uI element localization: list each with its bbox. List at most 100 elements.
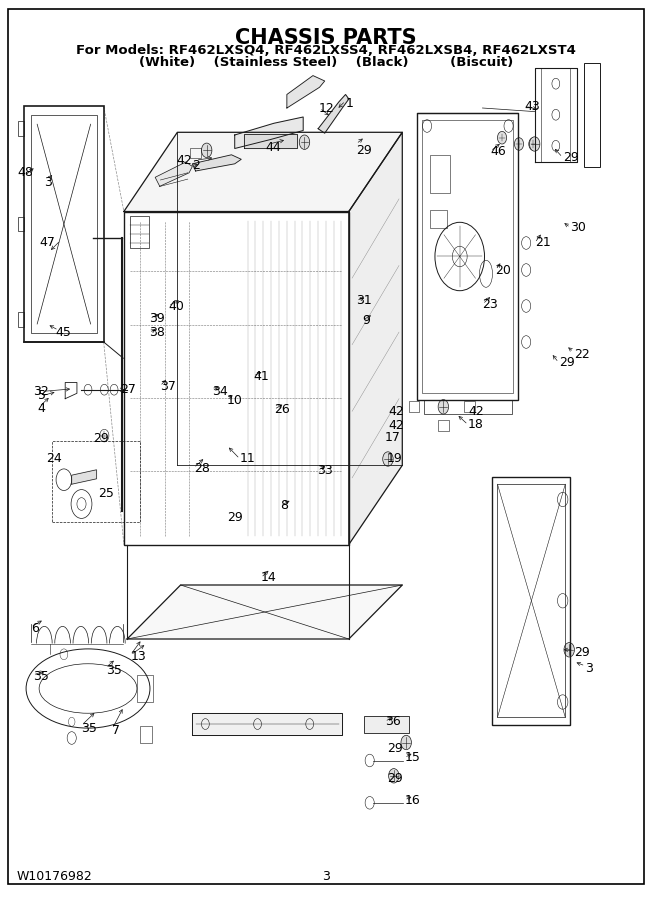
Bar bbox=[364, 716, 409, 733]
Bar bbox=[492, 477, 570, 724]
Text: 22: 22 bbox=[574, 348, 589, 361]
Text: W10176982: W10176982 bbox=[16, 870, 92, 883]
Text: 42: 42 bbox=[177, 154, 192, 166]
Text: 19: 19 bbox=[387, 453, 402, 465]
Circle shape bbox=[300, 136, 309, 149]
Text: (White)    (Stainless Steel)    (Black)         (Biscuit): (White) (Stainless Steel) (Black) (Biscu… bbox=[139, 56, 513, 68]
Bar bbox=[422, 120, 513, 393]
Text: 20: 20 bbox=[496, 264, 511, 276]
Text: 18: 18 bbox=[468, 418, 484, 431]
Text: 6: 6 bbox=[31, 622, 38, 634]
Text: 38: 38 bbox=[149, 327, 165, 339]
Text: 5: 5 bbox=[38, 390, 46, 402]
Bar bbox=[124, 212, 349, 544]
Text: 11: 11 bbox=[240, 453, 256, 465]
Circle shape bbox=[438, 400, 449, 414]
Text: 41: 41 bbox=[253, 370, 269, 382]
Bar bbox=[18, 122, 24, 136]
Text: 30: 30 bbox=[570, 221, 586, 234]
Text: CHASSIS PARTS: CHASSIS PARTS bbox=[235, 28, 417, 48]
Text: 43: 43 bbox=[525, 100, 541, 112]
Bar bbox=[137, 675, 153, 702]
Text: 31: 31 bbox=[356, 294, 372, 307]
Text: 29: 29 bbox=[559, 356, 574, 369]
Polygon shape bbox=[244, 134, 297, 148]
Bar bbox=[430, 156, 450, 194]
Text: 40: 40 bbox=[168, 300, 184, 312]
Circle shape bbox=[529, 138, 538, 150]
Text: 33: 33 bbox=[318, 464, 333, 477]
Text: 26: 26 bbox=[274, 403, 289, 416]
Text: 28: 28 bbox=[194, 462, 209, 474]
Polygon shape bbox=[72, 470, 96, 484]
Bar bbox=[424, 400, 512, 414]
Bar bbox=[140, 726, 152, 742]
Text: 2: 2 bbox=[192, 159, 200, 172]
Bar bbox=[24, 106, 104, 342]
Text: 35: 35 bbox=[82, 722, 97, 734]
Polygon shape bbox=[127, 585, 402, 639]
Text: 29: 29 bbox=[356, 144, 372, 157]
Bar bbox=[438, 420, 449, 431]
Polygon shape bbox=[318, 94, 349, 133]
Text: 21: 21 bbox=[535, 237, 550, 249]
Text: 3: 3 bbox=[585, 662, 593, 675]
Polygon shape bbox=[349, 132, 402, 544]
Text: 29: 29 bbox=[387, 772, 403, 785]
Bar bbox=[18, 217, 24, 231]
Text: 44: 44 bbox=[265, 141, 281, 154]
Text: 8: 8 bbox=[280, 500, 288, 512]
Bar bbox=[417, 112, 518, 400]
Text: For Models: RF462LXSQ4, RF462LXSS4, RF462LXSB4, RF462LXST4: For Models: RF462LXSQ4, RF462LXSS4, RF46… bbox=[76, 44, 576, 57]
Text: 16: 16 bbox=[404, 794, 420, 806]
Bar bbox=[130, 216, 149, 248]
Text: 3: 3 bbox=[44, 176, 52, 189]
Text: 25: 25 bbox=[98, 487, 113, 500]
Text: 36: 36 bbox=[385, 716, 400, 728]
Text: 4: 4 bbox=[38, 402, 46, 415]
Text: 29: 29 bbox=[574, 646, 589, 659]
Text: 7: 7 bbox=[112, 724, 120, 737]
Polygon shape bbox=[235, 117, 303, 148]
Text: 29: 29 bbox=[227, 511, 243, 524]
Circle shape bbox=[497, 131, 507, 144]
Circle shape bbox=[401, 735, 411, 750]
Polygon shape bbox=[192, 155, 241, 171]
Bar bbox=[497, 484, 565, 717]
Text: 39: 39 bbox=[149, 312, 165, 325]
Bar bbox=[190, 148, 201, 158]
Bar bbox=[430, 210, 447, 228]
Text: 45: 45 bbox=[55, 327, 71, 339]
Text: 42: 42 bbox=[469, 405, 484, 418]
Text: 12: 12 bbox=[318, 102, 334, 114]
Bar bbox=[31, 115, 97, 333]
Bar bbox=[52, 441, 140, 522]
Text: 27: 27 bbox=[121, 383, 136, 396]
Text: 13: 13 bbox=[130, 651, 146, 663]
Bar bbox=[18, 312, 24, 327]
Text: 29: 29 bbox=[387, 742, 403, 755]
Circle shape bbox=[514, 138, 524, 150]
Text: 47: 47 bbox=[39, 237, 55, 249]
Text: 34: 34 bbox=[212, 385, 228, 398]
Circle shape bbox=[299, 135, 310, 149]
Text: 10: 10 bbox=[227, 394, 243, 407]
Text: 3: 3 bbox=[322, 870, 330, 883]
Text: 29: 29 bbox=[93, 432, 109, 445]
Polygon shape bbox=[124, 132, 402, 211]
Bar bbox=[464, 401, 475, 412]
Circle shape bbox=[529, 137, 540, 151]
Polygon shape bbox=[287, 76, 325, 108]
Text: 37: 37 bbox=[160, 380, 175, 392]
Text: 42: 42 bbox=[388, 419, 404, 432]
Text: 32: 32 bbox=[33, 385, 48, 398]
Circle shape bbox=[201, 143, 212, 157]
Circle shape bbox=[389, 769, 399, 783]
Text: 17: 17 bbox=[385, 431, 400, 444]
Text: 48: 48 bbox=[18, 166, 33, 179]
Text: 35: 35 bbox=[106, 664, 121, 677]
Text: 42: 42 bbox=[388, 405, 404, 418]
Text: 29: 29 bbox=[563, 151, 578, 164]
Text: 9: 9 bbox=[362, 314, 370, 327]
Polygon shape bbox=[155, 162, 192, 186]
